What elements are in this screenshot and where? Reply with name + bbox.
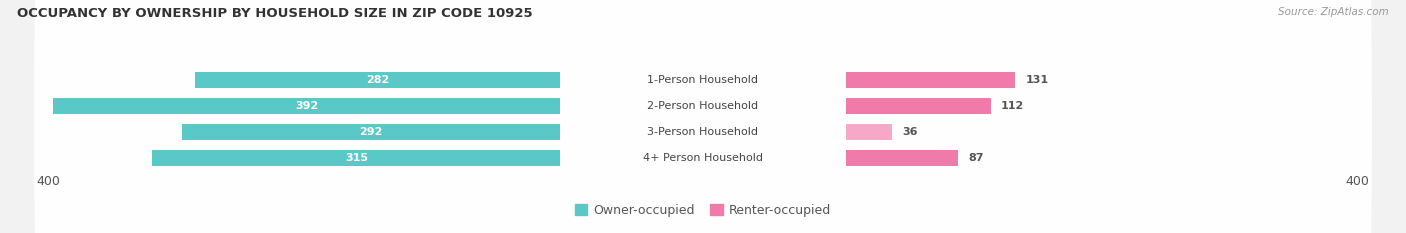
- Legend: Owner-occupied, Renter-occupied: Owner-occupied, Renter-occupied: [569, 199, 837, 222]
- Bar: [52, 98, 561, 114]
- Text: OCCUPANCY BY OWNERSHIP BY HOUSEHOLD SIZE IN ZIP CODE 10925: OCCUPANCY BY OWNERSHIP BY HOUSEHOLD SIZE…: [17, 7, 533, 20]
- Text: 87: 87: [969, 153, 984, 163]
- Text: 112: 112: [1001, 101, 1024, 111]
- Text: 315: 315: [344, 153, 368, 163]
- FancyBboxPatch shape: [34, 0, 1372, 233]
- Bar: [845, 150, 959, 166]
- Text: 36: 36: [903, 127, 918, 137]
- Text: Source: ZipAtlas.com: Source: ZipAtlas.com: [1278, 7, 1389, 17]
- Bar: [195, 72, 561, 88]
- Text: 3-Person Household: 3-Person Household: [648, 127, 758, 137]
- Text: 292: 292: [360, 127, 382, 137]
- Bar: [845, 124, 893, 140]
- FancyBboxPatch shape: [34, 0, 1372, 233]
- Text: 392: 392: [295, 101, 318, 111]
- Bar: [845, 72, 1015, 88]
- Bar: [183, 124, 561, 140]
- Text: 282: 282: [366, 75, 389, 85]
- Text: 1-Person Household: 1-Person Household: [648, 75, 758, 85]
- Bar: [845, 98, 991, 114]
- FancyBboxPatch shape: [34, 0, 1372, 233]
- Bar: [152, 150, 561, 166]
- Text: 2-Person Household: 2-Person Household: [647, 101, 759, 111]
- FancyBboxPatch shape: [34, 0, 1372, 233]
- Text: 4+ Person Household: 4+ Person Household: [643, 153, 763, 163]
- Text: 131: 131: [1025, 75, 1049, 85]
